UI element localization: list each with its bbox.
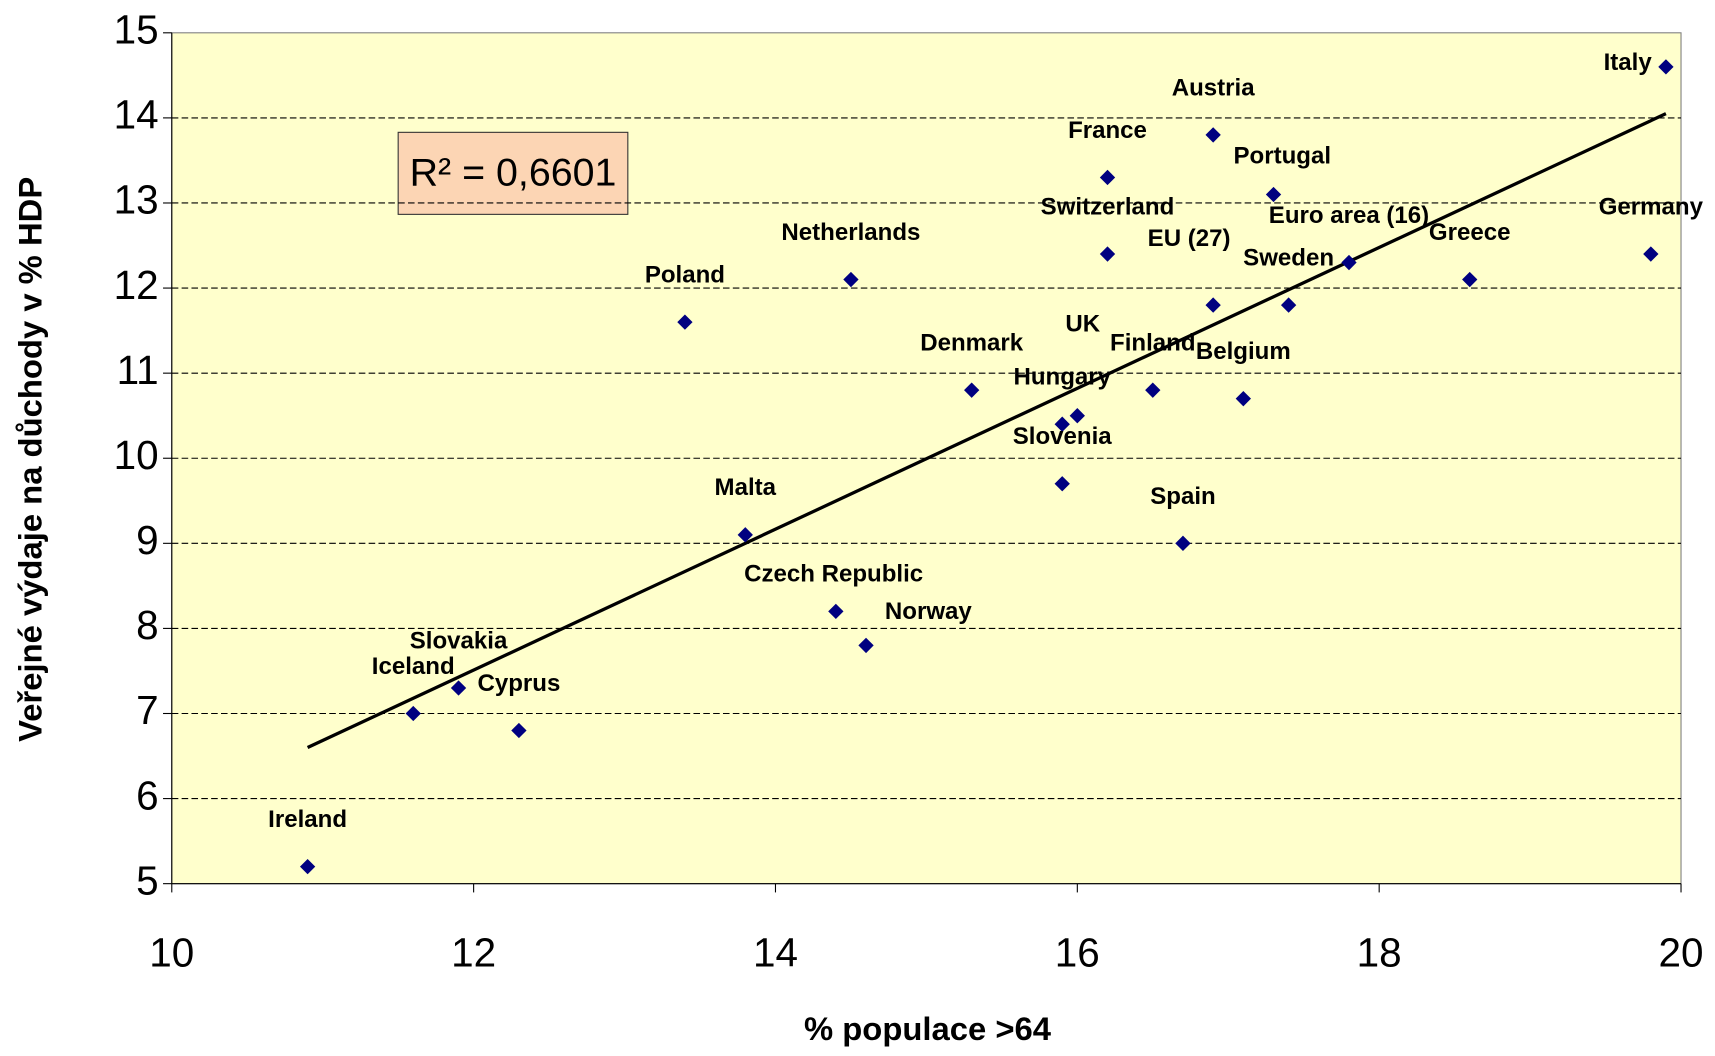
point-label: Iceland: [372, 653, 455, 680]
point-label: Austria: [1172, 74, 1255, 101]
y-tick-label: 10: [114, 432, 159, 478]
point-label: Greece: [1429, 219, 1511, 246]
point-label: Czech Republic: [744, 561, 923, 588]
x-tick-label: 14: [753, 930, 798, 976]
marker: [1280, 297, 1297, 313]
point-label: Poland: [645, 262, 725, 289]
y-tick-label: 5: [136, 857, 159, 903]
marker: [299, 858, 316, 875]
point-label: Cyprus: [477, 670, 560, 697]
point-label: Germany: [1599, 193, 1704, 220]
marker: [964, 382, 980, 398]
point-label: Netherlands: [781, 219, 920, 246]
y-tick-label: 14: [114, 92, 159, 138]
x-tick-label: 20: [1659, 930, 1704, 976]
x-tick-label: 10: [149, 930, 194, 976]
point-label: Belgium: [1196, 338, 1291, 365]
y-tick-label: 15: [114, 6, 159, 52]
marker: [843, 271, 859, 288]
y-tick-label: 7: [136, 687, 159, 733]
annotation: R² = 0,6601: [410, 150, 617, 194]
marker: [1175, 535, 1191, 551]
point-label: Spain: [1150, 483, 1215, 510]
y-tick-label: 12: [114, 262, 159, 308]
y-tick-label: 13: [114, 177, 159, 223]
point-label: Denmark: [920, 330, 1024, 357]
point-label: Hungary: [1013, 364, 1111, 391]
point-label: France: [1068, 117, 1147, 144]
marker: [1235, 391, 1251, 407]
point-label: Italy: [1604, 49, 1653, 76]
point-label: Malta: [715, 474, 777, 501]
y-tick-label: 11: [117, 347, 159, 393]
marker: [858, 637, 874, 654]
marker: [1462, 271, 1478, 288]
marker: [1099, 169, 1116, 186]
marker: [737, 527, 753, 543]
annotation-box: [397, 131, 629, 215]
x-axis-title: % populace >64: [804, 1010, 1052, 1047]
point-label: UK: [1065, 310, 1100, 337]
point-label: Slovakia: [410, 627, 508, 654]
point-label: EU (27): [1148, 225, 1231, 252]
y-tick-label: 6: [136, 772, 159, 818]
marker: [1205, 297, 1221, 313]
point-label: Switzerland: [1041, 193, 1175, 220]
point-label: Ireland: [268, 806, 347, 833]
point-label: Norway: [885, 598, 972, 625]
marker: [677, 314, 693, 330]
trendline: [306, 112, 1667, 750]
x-tick-label: 16: [1055, 930, 1100, 976]
marker: [1643, 246, 1659, 262]
point-label: Portugal: [1234, 143, 1332, 170]
y-tick-label: 8: [136, 602, 159, 648]
marker: [405, 705, 421, 722]
y-tick-label: 9: [136, 517, 159, 563]
point-label: Sweden: [1243, 245, 1334, 272]
marker: [1099, 246, 1116, 262]
x-tick-label: 18: [1357, 930, 1402, 976]
point-label: Euro area (16): [1269, 202, 1429, 229]
point-label: Finland: [1110, 330, 1196, 357]
point-label: Slovenia: [1013, 423, 1113, 450]
x-tick-label: 12: [451, 930, 496, 976]
marker: [450, 680, 467, 696]
y-axis-title: Veřejné výdaje na důchody v % HDP: [12, 177, 49, 742]
marker: [1341, 254, 1357, 271]
